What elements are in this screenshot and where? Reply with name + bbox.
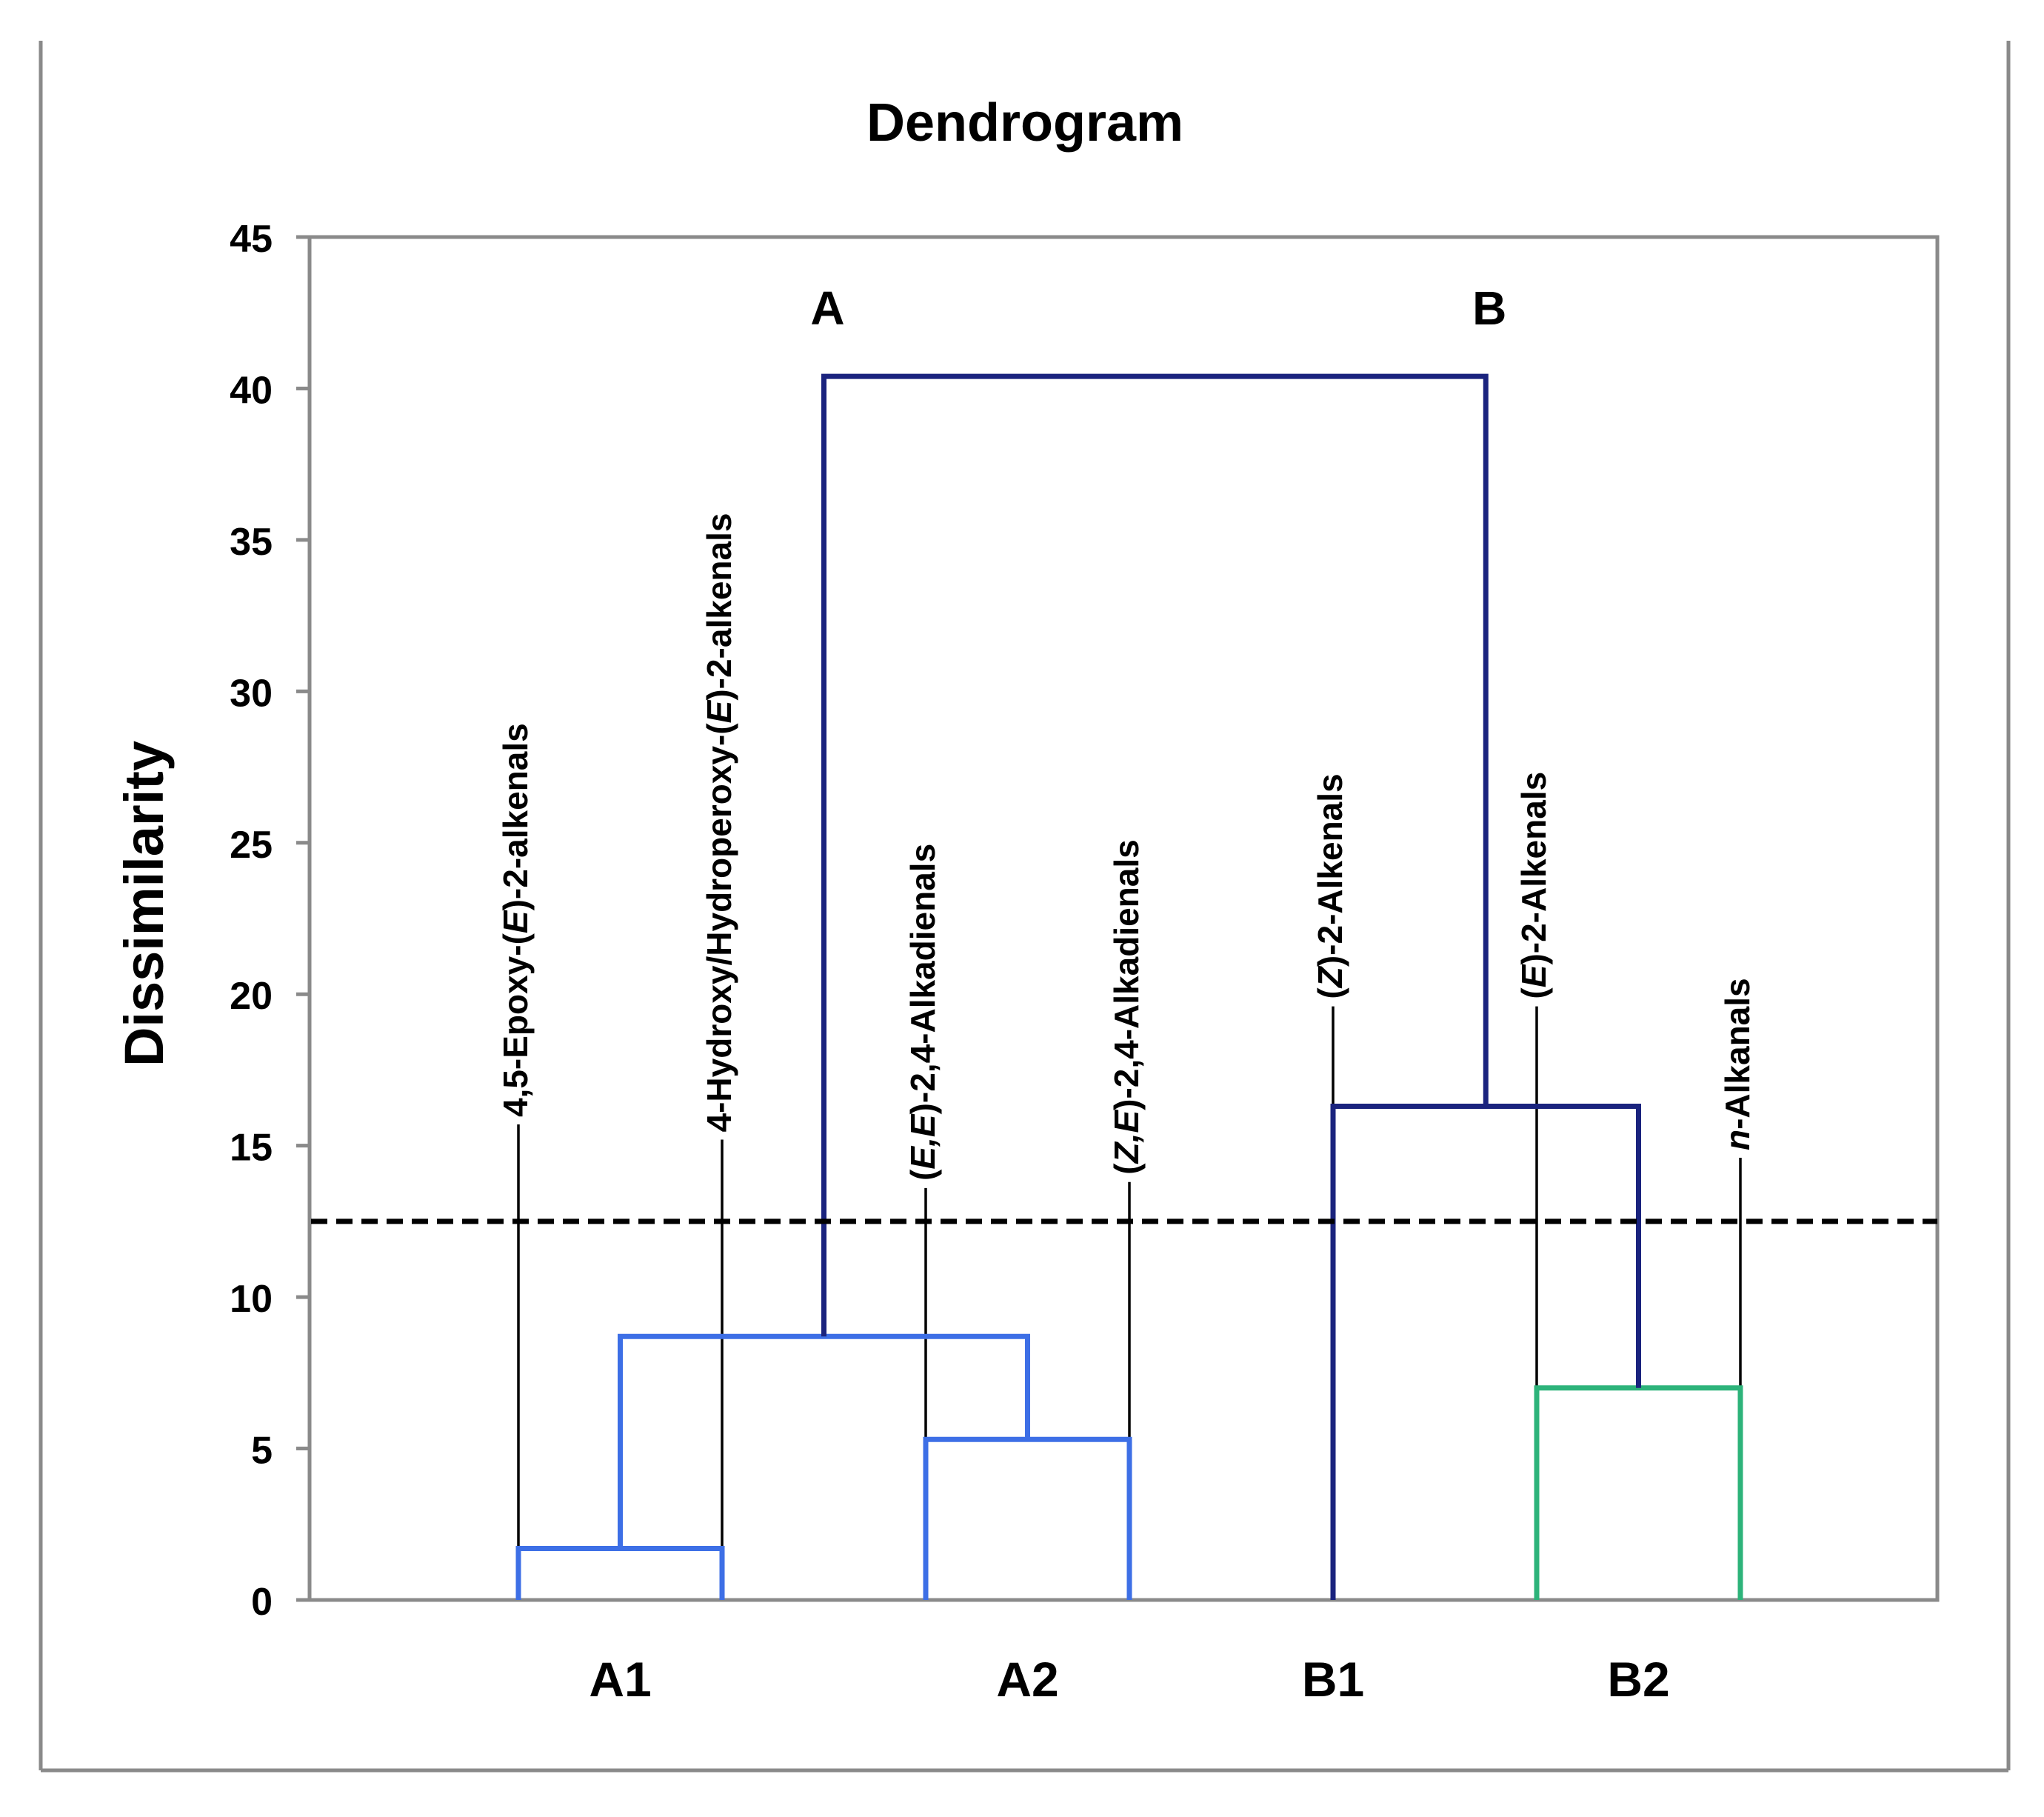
y-tick-label: 0 bbox=[251, 1581, 273, 1624]
branch-m3 bbox=[618, 1333, 1030, 1549]
y-tick-label: 15 bbox=[230, 1127, 273, 1170]
group-label: A1 bbox=[589, 1652, 651, 1707]
group-labels: A1 A2 B1 B2 bbox=[589, 1652, 1669, 1707]
branch-m6 bbox=[821, 373, 1489, 1337]
y-tick-label: 35 bbox=[230, 521, 273, 564]
group-label: B1 bbox=[1302, 1652, 1364, 1707]
leaf-label: 4-Hydroxy/Hydroperoxy-(E)-2-alkenals bbox=[700, 513, 738, 1133]
y-axis-label: Dissimilarity bbox=[113, 741, 175, 1067]
branch-m1 bbox=[515, 1545, 725, 1600]
leaf-label: (Z,E)-2,4-Alkadienals bbox=[1107, 839, 1146, 1174]
branch-m4 bbox=[1534, 1385, 1743, 1600]
y-tick-label: 30 bbox=[230, 672, 273, 715]
branch-m5 bbox=[1330, 1104, 1641, 1600]
y-tick-label: 5 bbox=[251, 1430, 273, 1473]
plot-area bbox=[307, 235, 1940, 1602]
y-tick-label: 20 bbox=[230, 975, 273, 1018]
dendrogram-branches bbox=[515, 373, 1743, 1600]
leaf-label: n-Alkanals bbox=[1718, 978, 1757, 1150]
leaf-label: (Z)-2-Alkenals bbox=[1311, 773, 1349, 998]
leaf-label: 4,5-Epoxy-(E)-2-alkenals bbox=[496, 723, 535, 1117]
y-tick-label: 10 bbox=[230, 1278, 273, 1321]
group-label: B2 bbox=[1607, 1652, 1669, 1707]
figure-frame bbox=[39, 41, 2011, 1773]
leaf-label: (E,E)-2,4-Alkadienals bbox=[904, 844, 942, 1181]
y-axis-ticks: 0 5 10 15 20 25 30 35 40 45 bbox=[230, 218, 310, 1624]
cluster-label: A bbox=[810, 281, 844, 335]
cluster-label: B bbox=[1472, 281, 1506, 335]
y-tick-label: 45 bbox=[230, 218, 273, 261]
chart-title: Dendrogram bbox=[866, 93, 1183, 153]
y-tick-label: 25 bbox=[230, 824, 273, 867]
branch-m2 bbox=[923, 1436, 1132, 1600]
leaf-label: (E)-2-Alkenals bbox=[1514, 772, 1553, 999]
group-label: A2 bbox=[996, 1652, 1058, 1707]
leaf-labels: 4,5-Epoxy-(E)-2-alkenals 4-Hydroxy/Hydrop… bbox=[496, 513, 1757, 1181]
y-tick-label: 40 bbox=[230, 369, 273, 412]
